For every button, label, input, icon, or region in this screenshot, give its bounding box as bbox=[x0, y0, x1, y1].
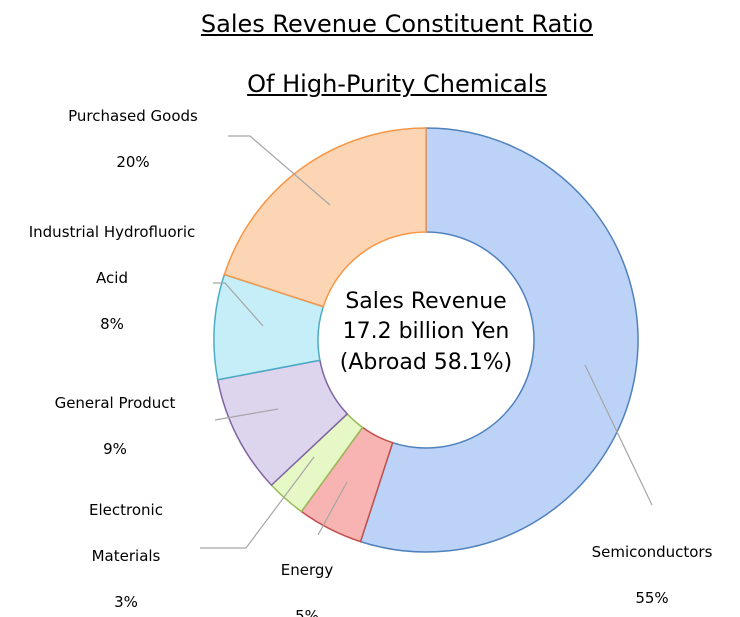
leader-line bbox=[228, 135, 331, 206]
value-label: 8% bbox=[100, 315, 124, 333]
category-label: Industrial Hydrofluoric Acid bbox=[28, 223, 196, 287]
center-text: Sales Revenue bbox=[345, 289, 507, 314]
donut-slice bbox=[223, 127, 427, 308]
value-label: 9% bbox=[103, 440, 127, 458]
leader-line bbox=[200, 456, 315, 549]
center-text: (Abroad 58.1%) bbox=[339, 350, 513, 375]
category-label: Purchased Goods bbox=[68, 107, 198, 125]
category-label: General Product bbox=[54, 394, 176, 412]
donut-slice bbox=[359, 127, 639, 553]
category-label: Semiconductors bbox=[591, 543, 713, 561]
leader-line bbox=[584, 364, 653, 506]
leader-line bbox=[317, 481, 348, 536]
chart-title: Sales Revenue Constituent Ratio bbox=[200, 10, 594, 38]
chart-title: Of High-Purity Chemicals bbox=[247, 70, 547, 98]
value-label: 3% bbox=[114, 593, 138, 611]
value-label: 20% bbox=[116, 153, 150, 171]
category-label: Energy bbox=[280, 561, 334, 579]
value-label: 55% bbox=[635, 589, 669, 607]
category-label: Electronic Materials bbox=[89, 501, 163, 565]
leader-line bbox=[213, 282, 264, 327]
value-label: 5% bbox=[295, 607, 319, 617]
center-text: 17.2 billion Yen bbox=[342, 319, 510, 344]
leader-line bbox=[214, 408, 279, 421]
